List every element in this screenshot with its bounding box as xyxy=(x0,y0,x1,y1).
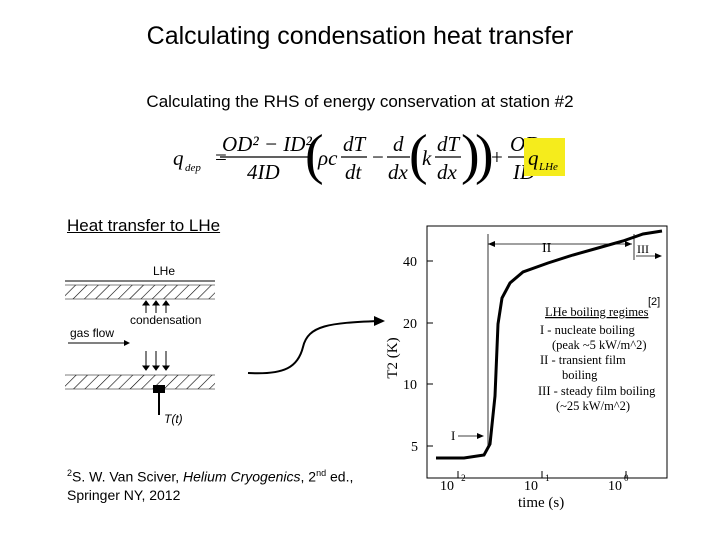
eq-dT2: dT xyxy=(437,132,461,156)
xtick-base-3: 10 xyxy=(608,479,622,494)
x-axis-label: time (s) xyxy=(518,495,564,511)
xtick-exp-2: −1 xyxy=(540,473,550,483)
legend-line-5: III - steady film boiling xyxy=(538,384,656,398)
eq-paren-close: ) xyxy=(475,125,494,186)
y-axis-label: T2 (K) xyxy=(385,337,401,378)
region-II-label: II xyxy=(542,241,552,256)
temperature-curve xyxy=(436,229,663,460)
curved-arrow xyxy=(247,316,385,375)
boiling-curve-figure: T2 (K) 40 20 10 5 10 −2 10 −1 10 0 time … xyxy=(385,225,668,511)
legend-line-1: I - nucleate boiling xyxy=(540,323,636,337)
condensation-label: condensation xyxy=(130,313,201,327)
region-I-label: I xyxy=(451,428,455,443)
ytick-20: 20 xyxy=(403,317,417,332)
legend-line-3: II - transient film xyxy=(540,353,626,367)
eq-q-lhe: q xyxy=(528,146,539,170)
xtick-exp-1: −2 xyxy=(456,473,466,483)
wall-arrows xyxy=(142,351,170,371)
eq-lhs: q xyxy=(173,146,184,170)
eq-dx2: dx xyxy=(437,160,458,184)
eq-dT1: dT xyxy=(343,132,367,156)
pipe-wall-top xyxy=(65,285,215,299)
eq-rho-c: ρc xyxy=(317,146,338,170)
eq-paren2-close: ) xyxy=(461,125,480,186)
xtick-exp-3: 0 xyxy=(624,473,629,483)
region-III-label: III xyxy=(637,242,649,256)
ytick-5: 5 xyxy=(411,440,418,455)
eq-d: d xyxy=(393,132,404,156)
temperature-label: T(t) xyxy=(164,412,183,426)
eq-k: k xyxy=(422,146,432,170)
slide-subtitle: Calculating the RHS of energy conservati… xyxy=(146,92,574,111)
ref-tag: [2] xyxy=(648,296,660,308)
eq-plus: + xyxy=(491,145,503,169)
slide-title: Calculating condensation heat transfer xyxy=(146,22,574,50)
gas-flow-label: gas flow xyxy=(70,326,114,340)
energy-equation: q dep = OD² − ID² 4ID ( ρc dT dt − d dx … xyxy=(173,125,565,186)
legend-line-4: boiling xyxy=(562,368,598,382)
qlhe-highlight xyxy=(524,138,565,176)
eq-lhs-sub: dep xyxy=(185,162,201,174)
xtick-base-2: 10 xyxy=(524,479,538,494)
eq-frac1-den: 4ID xyxy=(247,160,280,184)
eq-dx1: dx xyxy=(388,160,409,184)
pipe-sketch: LHe condensation gas flow T(t) xyxy=(65,264,215,426)
eq-paren-open: ( xyxy=(305,125,324,186)
eq-dt: dt xyxy=(345,160,363,184)
boiling-regimes-legend: LHe boiling regimes I - nucleate boiling… xyxy=(538,305,656,413)
ytick-10: 10 xyxy=(403,378,417,393)
eq-q-lhe-sub: LHe xyxy=(538,161,558,173)
eq-paren2-open: ( xyxy=(409,125,428,186)
pipe-wall-bottom xyxy=(65,375,215,389)
lhe-label: LHe xyxy=(153,264,175,278)
heat-transfer-heading: Heat transfer to LHe xyxy=(67,216,221,235)
temperature-sensor xyxy=(153,385,165,393)
legend-line-6: (~25 kW/m^2) xyxy=(556,399,630,413)
plot-frame xyxy=(426,225,668,479)
xtick-base-1: 10 xyxy=(440,479,454,494)
legend-line-2: (peak ~5 kW/m^2) xyxy=(552,338,647,352)
condensation-arrows xyxy=(142,300,170,313)
reference-citation: 2S. W. Van Sciver, Helium Cryogenics, 2n… xyxy=(67,468,354,503)
eq-minus: − xyxy=(372,145,384,169)
ytick-40: 40 xyxy=(403,255,417,270)
legend-title: LHe boiling regimes xyxy=(545,305,649,319)
eq-frac1-num: OD² − ID² xyxy=(222,132,312,156)
